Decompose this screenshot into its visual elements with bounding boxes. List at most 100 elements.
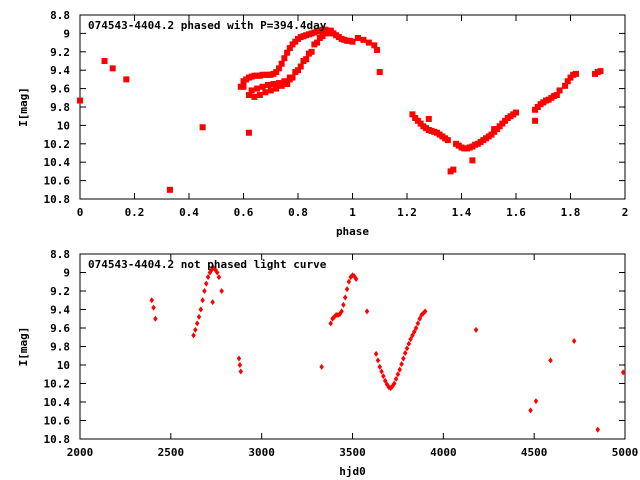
phased-y-tick-label: 9.2 <box>50 46 70 59</box>
phased-data-point <box>532 117 539 124</box>
phased-x-tick-label: 1.8 <box>561 206 581 219</box>
phased-data-point <box>556 87 563 94</box>
unphased-data-point <box>198 306 204 313</box>
phased-y-tick-label: 9.8 <box>50 101 70 114</box>
phased-data-point <box>564 78 571 85</box>
unphased-data-point <box>216 274 222 281</box>
phased-x-tick-label: 1.2 <box>397 206 417 219</box>
unphased-data-point <box>344 286 350 293</box>
unphased-data-point <box>149 297 155 304</box>
unphased-data-point <box>219 288 224 294</box>
phased-data-point <box>349 38 356 45</box>
phased-y-axis-label: I[mag] <box>17 87 30 127</box>
unphased-y-tick-label: 10 <box>57 359 70 372</box>
unphased-x-tick-label: 3000 <box>248 446 275 459</box>
unphased-data-point <box>379 368 384 375</box>
phased-y-tick-label: 9.4 <box>50 64 70 77</box>
phased-data-point <box>562 82 569 89</box>
unphased-data-point <box>381 373 386 380</box>
unphased-data-point <box>151 304 156 311</box>
unphased-data-point <box>397 366 402 373</box>
phased-data-point <box>254 85 261 92</box>
phased-y-tick-label: 10 <box>57 119 70 132</box>
unphased-data-point <box>191 332 196 339</box>
phased-data-point <box>409 111 416 118</box>
phased-data-point <box>265 81 272 88</box>
phased-y-tick-label: 10.2 <box>44 138 71 151</box>
unphased-data-point <box>342 294 348 301</box>
phased-data-point <box>295 67 301 74</box>
phased-data-point <box>281 55 288 62</box>
unphased-x-tick-label: 2500 <box>158 446 185 459</box>
unphased-x-tick-label: 2000 <box>67 446 94 459</box>
unphased-data-point <box>408 336 413 343</box>
phased-data-point <box>101 58 108 64</box>
unphased-y-tick-label: 10.4 <box>44 396 71 409</box>
phased-y-tick-label: 10.6 <box>44 175 71 188</box>
unphased-data-point <box>238 368 244 375</box>
phased-y-tick-label: 10.4 <box>44 156 71 169</box>
phased-data-point <box>371 42 378 49</box>
unphased-x-tick-label: 4000 <box>430 446 457 459</box>
unphased-data-point <box>153 315 158 322</box>
phased-data-point <box>360 36 367 43</box>
phased-data-point <box>425 115 432 122</box>
unphased-y-tick-label: 9.6 <box>50 322 70 335</box>
phased-data-point <box>300 58 307 64</box>
unphased-data-point <box>415 320 421 327</box>
phased-data-point <box>240 83 247 90</box>
unphased-data-point <box>237 362 243 368</box>
unphased-data-point <box>399 361 404 368</box>
unphased-data-point <box>193 326 198 333</box>
phased-data-point <box>248 87 255 94</box>
phased-x-tick-label: 1.4 <box>452 206 472 219</box>
unphased-x-tick-label: 3500 <box>339 446 366 459</box>
phased-data-point <box>284 81 291 87</box>
unphased-y-tick-label: 9.2 <box>50 285 70 298</box>
unphased-data-point <box>620 369 626 376</box>
phased-data-point <box>278 60 285 67</box>
phased-data-point <box>354 35 361 41</box>
unphased-data-point <box>473 326 479 333</box>
unphased-y-tick-label: 9 <box>63 267 70 280</box>
phased-data-points <box>77 26 604 193</box>
unphased-data-point <box>382 377 388 384</box>
phased-axis-ticks: 0 0.2 0.4 0.6 0.8 1 1.2 1.4 1.6 1.8 2 8.8 9 9.2 9.4 9.6… <box>44 9 629 219</box>
unphased-data-point <box>595 426 600 433</box>
unphased-x-axis-label: hjd0 <box>339 465 366 478</box>
phased-data-point <box>286 45 293 52</box>
phased-data-point <box>305 50 312 57</box>
unphased-light-curve-panel: 2000 2500 3000 3500 4000 4500 5000 8.8 9 9.2 9.4 9.… <box>17 248 638 478</box>
unphased-y-tick-label: 9.4 <box>50 304 70 317</box>
phased-x-tick-label: 0.2 <box>125 206 145 219</box>
unphased-data-point <box>548 357 553 364</box>
phased-data-point <box>374 46 381 53</box>
unphased-data-point <box>202 288 207 294</box>
unphased-data-point <box>204 280 209 287</box>
unphased-data-point <box>205 274 211 281</box>
unphased-data-point <box>200 297 205 304</box>
phased-data-point <box>376 69 383 76</box>
phased-x-tick-label: 0.8 <box>288 206 308 219</box>
phased-data-point <box>278 82 285 89</box>
unphased-y-tick-label: 10.8 <box>44 433 71 446</box>
unphased-data-point <box>413 325 419 331</box>
phased-x-tick-label: 1 <box>349 206 356 219</box>
phased-data-point <box>256 92 263 99</box>
unphased-data-point <box>402 349 408 356</box>
unphased-y-axis-label: I[mag] <box>17 327 30 367</box>
unphased-data-point <box>410 332 415 339</box>
unphased-data-point <box>328 320 333 327</box>
phased-data-point <box>444 137 451 144</box>
phased-data-point <box>572 70 579 77</box>
unphased-data-point <box>401 355 406 362</box>
unphased-data-point <box>528 407 533 414</box>
unphased-data-point <box>373 350 379 357</box>
unphased-data-point <box>417 315 422 322</box>
unphased-data-point <box>196 313 202 320</box>
unphased-y-tick-label: 10.6 <box>44 415 71 428</box>
phased-data-point <box>267 87 274 94</box>
unphased-plot-frame <box>79 253 626 440</box>
unphased-data-point <box>346 278 352 285</box>
unphased-data-point <box>353 275 359 282</box>
